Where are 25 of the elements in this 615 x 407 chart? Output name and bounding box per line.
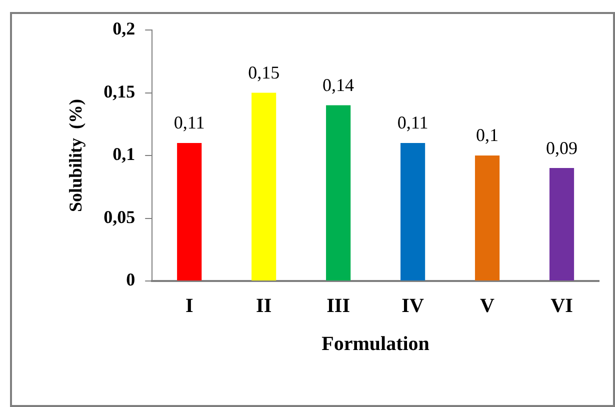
bar (549, 168, 574, 280)
y-tick-label: 0 (126, 270, 136, 290)
bar (400, 142, 426, 280)
bar (326, 105, 351, 280)
y-axis-title: Solubility (%) (65, 98, 86, 212)
x-axis-title: Formulation (322, 333, 430, 356)
data-label: 0,14 (322, 75, 354, 96)
x-tick-label: IV (402, 295, 424, 318)
y-tick-label: 0,2 (112, 18, 136, 39)
y-tick-label: 0,15 (104, 81, 136, 102)
data-label: 0,15 (248, 62, 280, 82)
x-tick-label: I (185, 295, 194, 318)
x-tick-label: II (256, 295, 272, 318)
bar (252, 92, 276, 280)
bar (177, 142, 202, 280)
data-label: 0,11 (174, 112, 205, 133)
y-tick-label: 0,05 (104, 206, 136, 227)
data-label: 0,11 (397, 112, 428, 133)
data-label: 0,1 (476, 125, 499, 146)
x-tick-label: V (480, 295, 496, 318)
x-tick-label: III (326, 295, 350, 318)
x-tick-label: VI (550, 295, 574, 318)
bar (474, 156, 500, 280)
y-tick-label: 0,1 (112, 144, 136, 164)
data-label: 0,09 (546, 138, 578, 158)
